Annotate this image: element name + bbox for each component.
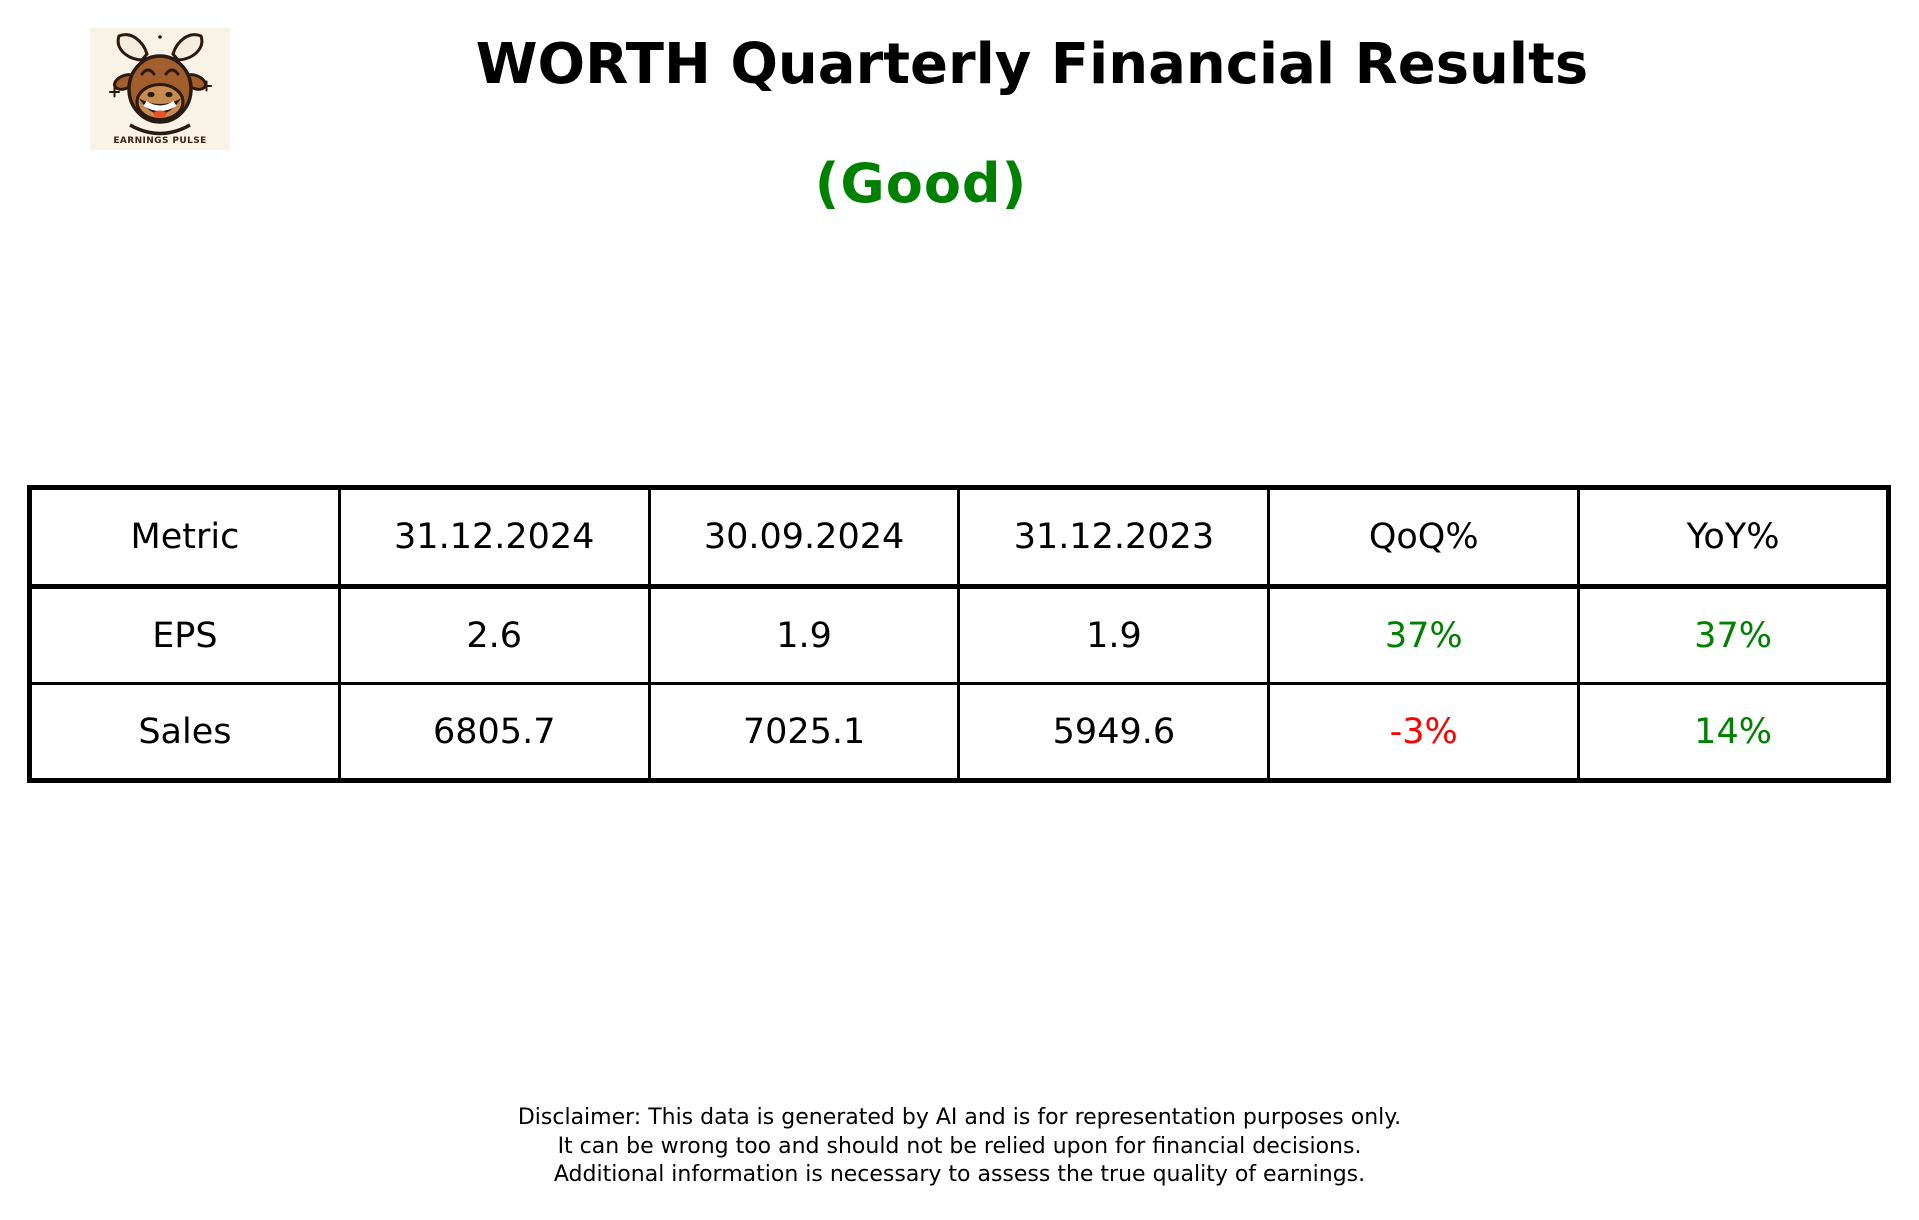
value-cell: 1.9 <box>647 585 961 685</box>
value-cell: 6805.7 <box>337 682 651 782</box>
qoq-cell: -3% <box>1267 682 1581 782</box>
brand-label: EARNINGS PULSE <box>113 136 206 146</box>
earnings-pulse-logo: EARNINGS PULSE <box>90 28 230 150</box>
column-header-q-yearago: 31.12.2023 <box>957 486 1271 589</box>
disclaimer: Disclaimer: This data is generated by AI… <box>0 1104 1919 1190</box>
verdict-subtitle: (Good) <box>814 152 1028 215</box>
bull-tongue <box>153 110 167 118</box>
table-row-eps: EPS 2.6 1.9 1.9 37% 37% <box>28 585 1890 685</box>
disclaimer-line-3: Additional information is necessary to a… <box>553 1162 1366 1187</box>
metric-name-cell: Sales <box>28 682 341 782</box>
column-header-q-current: 31.12.2024 <box>337 486 651 589</box>
financial-results-table: Metric 31.12.2024 30.09.2024 31.12.2023 … <box>27 485 1891 783</box>
column-header-qoq: QoQ% <box>1267 486 1581 589</box>
value-cell: 1.9 <box>957 585 1271 685</box>
value-cell: 7025.1 <box>647 682 961 782</box>
table-row-sales: Sales 6805.7 7025.1 5949.6 -3% 14% <box>28 682 1890 782</box>
column-header-metric: Metric <box>28 486 341 589</box>
value-cell: 5949.6 <box>957 682 1271 782</box>
table-header-row: Metric 31.12.2024 30.09.2024 31.12.2023 … <box>28 486 1890 589</box>
bull-logo-icon: EARNINGS PULSE <box>90 28 230 150</box>
column-header-yoy: YoY% <box>1577 486 1890 589</box>
yoy-cell: 14% <box>1577 682 1890 782</box>
disclaimer-line-2: It can be wrong too and should not be re… <box>557 1133 1362 1159</box>
right-horn <box>171 33 204 62</box>
column-header-q-previous: 30.09.2024 <box>647 486 961 589</box>
disclaimer-line-1: Disclaimer: This data is generated by AI… <box>517 1105 1402 1130</box>
value-cell: 2.6 <box>337 585 651 685</box>
metric-name-cell: EPS <box>28 585 341 685</box>
page-title: WORTH Quarterly Financial Results <box>475 32 1589 97</box>
qoq-cell: 37% <box>1267 585 1581 685</box>
yoy-cell: 37% <box>1577 585 1890 685</box>
left-horn <box>116 33 149 62</box>
